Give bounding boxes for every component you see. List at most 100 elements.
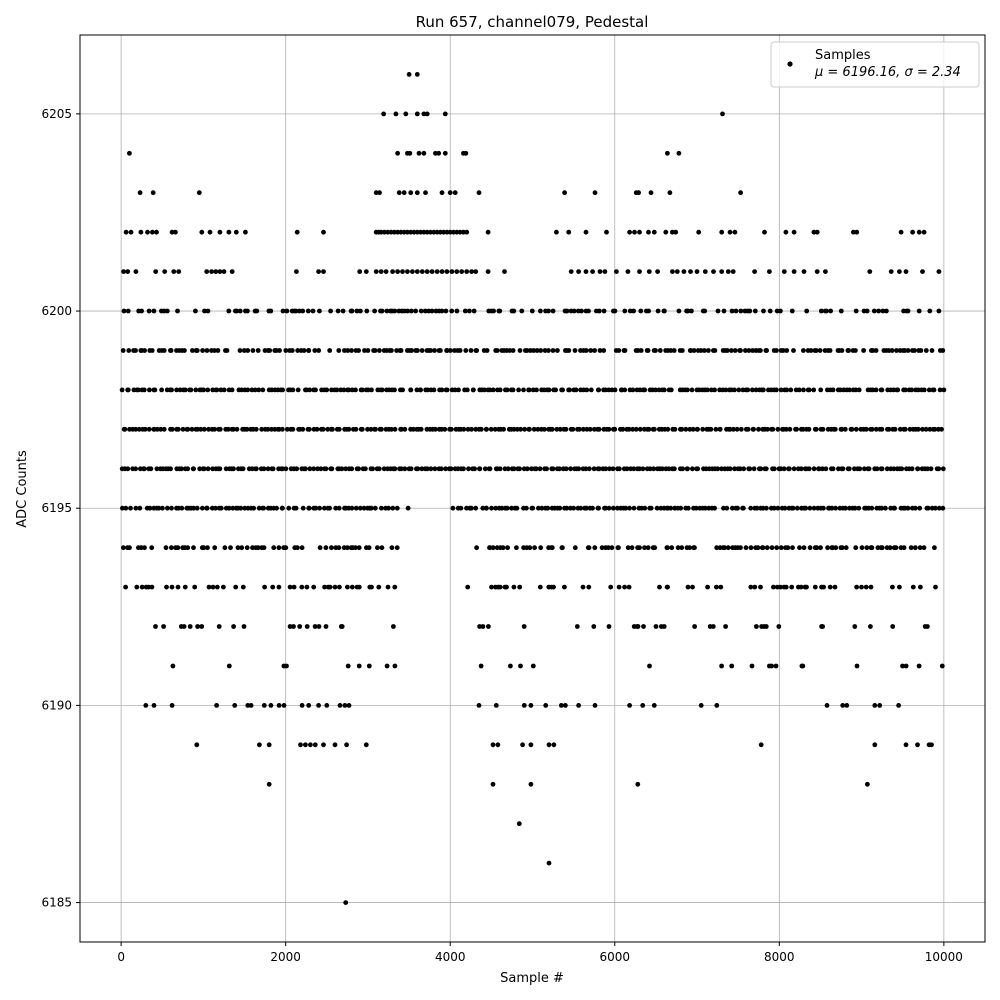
sample-point — [678, 505, 684, 511]
sample-point — [482, 387, 487, 393]
sample-point — [349, 348, 354, 353]
sample-point — [550, 348, 556, 353]
sample-point — [646, 426, 652, 432]
sample-point — [651, 229, 657, 235]
sample-point — [578, 505, 584, 511]
sample-point — [449, 426, 454, 432]
sample-point — [356, 348, 361, 353]
sample-point — [839, 348, 845, 353]
sample-point — [388, 229, 394, 235]
sample-point — [528, 742, 534, 748]
sample-point — [221, 269, 227, 274]
sample-point — [711, 269, 716, 274]
sample-point — [568, 466, 573, 472]
sample-point — [933, 505, 938, 511]
sample-point — [754, 505, 760, 511]
sample-point — [345, 348, 351, 353]
sample-point — [549, 545, 555, 551]
sample-point — [356, 545, 362, 551]
sample-point — [764, 505, 769, 511]
sample-point — [408, 387, 414, 393]
sample-point — [705, 584, 710, 590]
sample-point — [778, 387, 784, 393]
sample-point — [504, 505, 510, 511]
sample-point — [415, 348, 420, 353]
sample-point — [516, 821, 522, 827]
sample-point — [913, 505, 918, 511]
sample-point — [745, 387, 751, 393]
sample-point — [424, 269, 430, 274]
sample-point — [392, 466, 398, 472]
sample-point — [199, 624, 205, 629]
sample-point — [231, 466, 236, 472]
sample-point — [179, 505, 185, 511]
sample-point — [903, 269, 909, 274]
sample-point — [851, 229, 856, 235]
sample-point — [281, 703, 287, 708]
sample-point — [893, 545, 899, 551]
sample-point — [212, 426, 217, 432]
sample-point — [804, 584, 809, 590]
sample-point — [232, 703, 238, 708]
sample-point — [201, 545, 207, 551]
sample-point — [379, 505, 384, 511]
sample-point — [120, 505, 125, 511]
sample-point — [377, 190, 382, 196]
sample-point — [502, 269, 507, 274]
sample-point — [672, 466, 677, 472]
sample-point — [756, 426, 761, 432]
sample-point — [237, 308, 243, 314]
sample-point — [586, 308, 591, 314]
sample-point — [305, 308, 311, 314]
sample-point — [669, 545, 675, 551]
sample-point — [690, 426, 696, 432]
sample-point — [796, 387, 802, 393]
sample-point — [827, 348, 833, 353]
sample-point — [588, 348, 594, 353]
sample-point — [765, 426, 770, 432]
sample-point — [685, 387, 690, 393]
sample-point — [431, 229, 437, 235]
sample-point — [891, 387, 896, 393]
sample-point — [688, 348, 694, 353]
sample-point — [863, 584, 869, 590]
sample-point — [188, 387, 194, 393]
sample-point — [879, 466, 885, 472]
sample-point — [194, 505, 200, 511]
sample-point — [298, 742, 303, 748]
sample-point — [497, 466, 503, 472]
sample-point — [910, 584, 916, 590]
sample-point — [584, 505, 589, 511]
sample-point — [210, 584, 216, 590]
sample-point — [268, 308, 274, 314]
sample-point — [145, 229, 150, 235]
sample-point — [527, 426, 532, 432]
sample-point — [463, 150, 469, 156]
sample-point — [751, 466, 757, 472]
legend: Samples μ = 6196.16, σ = 2.34 — [770, 41, 980, 88]
sample-point — [897, 584, 902, 590]
sample-point — [554, 229, 559, 235]
sample-point — [767, 269, 772, 274]
sample-point — [324, 703, 330, 708]
sample-point — [538, 308, 543, 314]
sample-point — [199, 229, 205, 235]
sample-point — [637, 269, 642, 274]
sample-point — [212, 545, 218, 551]
sample-point — [674, 269, 680, 274]
sample-point — [925, 624, 930, 629]
sample-point — [175, 545, 181, 551]
sample-point — [327, 348, 333, 353]
sample-point — [146, 584, 152, 590]
sample-point — [668, 505, 674, 511]
sample-point — [927, 308, 933, 314]
sample-point — [259, 426, 265, 432]
sample-point — [719, 269, 725, 274]
sample-point — [570, 426, 576, 432]
sample-point — [136, 387, 141, 393]
sample-point — [623, 505, 629, 511]
sample-point — [670, 269, 675, 274]
sample-point — [335, 308, 341, 314]
sample-point — [573, 387, 579, 393]
